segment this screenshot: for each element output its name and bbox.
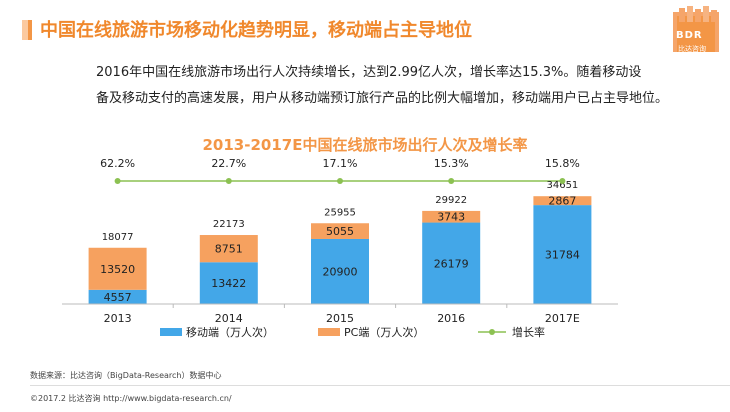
- bar-pc: [533, 196, 592, 206]
- growth-point: [114, 178, 121, 184]
- page-title: 中国在线旅游市场移动化趋势明显，移动端占主导地位: [40, 20, 472, 41]
- bar-mobile: [88, 289, 147, 304]
- bdr-logo: [673, 6, 719, 52]
- growth-point: [337, 178, 343, 184]
- title-accent-bar: [22, 20, 28, 40]
- bar-pc-label: 8751: [215, 243, 243, 256]
- growth-label: 22.7%: [211, 157, 246, 170]
- growth-label: 17.1%: [323, 157, 358, 170]
- chart-title: 2013-2017E中国在线旅市场出行人次及增长率: [202, 136, 528, 154]
- x-tick-label: 2016: [437, 312, 465, 325]
- x-tick-label: 2015: [326, 312, 354, 325]
- legend-swatch-growth-dot: [489, 329, 495, 335]
- legend-label-growth: 增长率: [512, 325, 545, 339]
- x-tick-label: 2013: [104, 312, 132, 325]
- bar-total-label: 34651: [546, 180, 578, 191]
- bar-mobile-label: 13422: [211, 277, 246, 290]
- bar-total-label: 29922: [435, 195, 467, 206]
- logo-text: BDR: [676, 30, 703, 41]
- footer-divider: [30, 385, 730, 386]
- bar-mobile-label: 26179: [434, 257, 469, 270]
- bar-total-label: 25955: [324, 207, 356, 218]
- growth-point: [448, 178, 455, 184]
- bar-mobile-label: 20900: [323, 265, 358, 278]
- bar-mobile: [422, 222, 481, 304]
- bar-pc-label: 13520: [100, 263, 135, 276]
- bar-pc: [88, 247, 147, 290]
- copyright: ©2017.2 比达咨询 http://www.bigdata-research…: [30, 394, 232, 403]
- intro-line-1: 2016年中国在线旅游市场出行人次持续增长，达到2.99亿人次，增长率达15.3…: [96, 65, 642, 80]
- bar-pc-label: 3743: [437, 211, 465, 224]
- bar-mobile: [199, 262, 258, 304]
- growth-point: [225, 178, 232, 184]
- legend-label-pc: PC端（万人次）: [344, 325, 424, 339]
- bar-pc-label: 5055: [326, 225, 354, 238]
- x-tick-label: 2017E: [545, 312, 580, 325]
- legend-swatch-pc: [318, 328, 340, 336]
- x-tick-label: 2014: [215, 312, 243, 325]
- bar-mobile-label: 31784: [545, 249, 580, 262]
- bar-total-label: 22173: [213, 219, 245, 230]
- intro-line-2: 备及移动支付的高速发展，用户从移动端预订旅行产品的比例大幅增加，移动端用户已占主…: [96, 91, 669, 106]
- growth-label: 62.2%: [100, 157, 135, 170]
- bar-mobile-label: 4557: [104, 291, 132, 304]
- legend-label-mobile: 移动端（万人次）: [186, 325, 274, 339]
- bar-pc: [311, 223, 369, 239]
- header: 中国在线旅游市场移动化趋势明显，移动端占主导地位 BDR 比达咨询: [0, 0, 730, 58]
- logo-subtext: 比达咨询: [678, 45, 706, 53]
- bar-mobile: [311, 238, 369, 304]
- growth-label: 15.3%: [434, 157, 469, 170]
- bar-total-label: 18077: [102, 232, 134, 243]
- growth-label: 15.8%: [545, 157, 580, 170]
- bar-mobile: [533, 205, 592, 304]
- data-source: 数据来源：比达咨询（BigData-Research）数据中心: [30, 371, 222, 380]
- title-accent-bar-dark: [28, 20, 32, 40]
- bar-pc-label: 2867: [548, 195, 576, 208]
- bar-pc: [422, 210, 481, 223]
- bar-pc: [199, 235, 258, 263]
- intro-paragraph: 2016年中国在线旅游市场出行人次持续增长，达到2.99亿人次，增长率达15.3…: [0, 60, 730, 112]
- legend-swatch-mobile: [160, 328, 182, 336]
- growth-point: [559, 178, 566, 184]
